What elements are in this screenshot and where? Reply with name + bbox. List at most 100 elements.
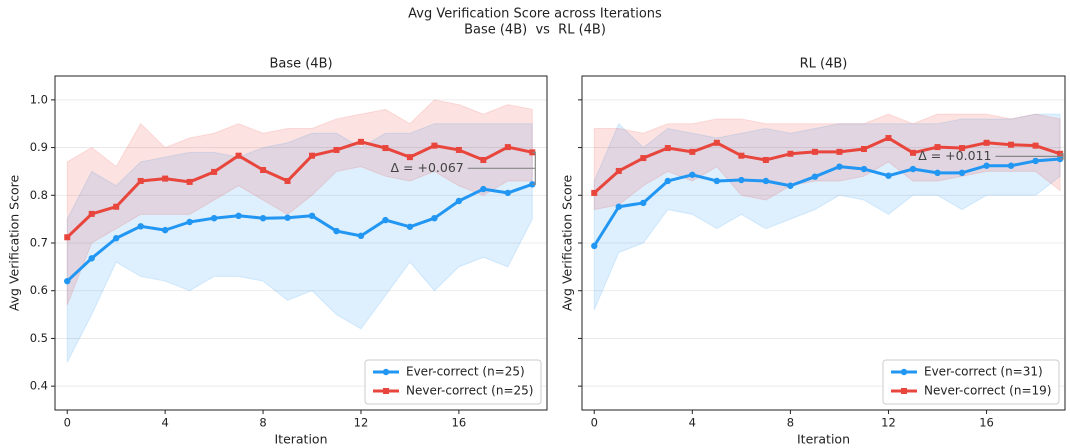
y-axis-label: Avg Verification Score — [7, 175, 22, 312]
marker — [787, 150, 794, 157]
legend-marker — [901, 388, 907, 394]
marker — [112, 235, 120, 242]
marker — [713, 139, 720, 146]
marker — [664, 177, 672, 185]
marker — [88, 210, 95, 217]
marker — [382, 216, 389, 224]
figure-subtitle: Base (4B) vs RL (4B) — [464, 23, 606, 38]
marker — [983, 139, 990, 146]
figure-title: Avg Verification Score across Iterations — [408, 7, 662, 22]
x-axis-label: Iteration — [274, 432, 327, 447]
legend-box — [364, 359, 542, 405]
marker — [640, 199, 647, 207]
legend-label: Ever-correct (n=25) — [406, 365, 525, 379]
marker — [333, 146, 340, 153]
y-tick-label: 1.0 — [30, 92, 48, 106]
x-tick-label: 8 — [787, 416, 794, 430]
marker — [762, 156, 769, 163]
series-line — [593, 136, 1061, 195]
axes-frame — [581, 75, 1066, 411]
x-tick-label: 8 — [259, 416, 266, 430]
annotation: Δ = +0.067 — [391, 160, 464, 175]
plot-area — [55, 99, 547, 387]
y-tick-label: 0.5 — [30, 331, 48, 345]
x-tick-label: 0 — [591, 416, 598, 430]
x-tick-label: 4 — [689, 416, 696, 430]
x-tick-label: 4 — [161, 416, 168, 430]
marker — [309, 152, 316, 159]
axes-frame — [54, 75, 548, 411]
legend-box — [882, 359, 1060, 405]
marker — [455, 146, 462, 153]
axes-title: Base (4B) — [269, 57, 332, 72]
legend-marker — [900, 368, 908, 376]
marker — [934, 169, 941, 177]
y-tick-label: 0.6 — [30, 283, 48, 297]
marker — [186, 178, 193, 185]
marker — [137, 177, 144, 184]
marker — [909, 165, 917, 173]
annotation: Δ = +0.011 — [918, 148, 991, 163]
marker — [406, 223, 414, 230]
marker — [431, 214, 438, 222]
series-line — [592, 157, 1061, 247]
marker — [664, 145, 671, 152]
marker — [1032, 157, 1039, 165]
marker — [211, 168, 218, 175]
marker — [235, 152, 242, 159]
plot-area — [582, 99, 1065, 387]
marker — [689, 171, 696, 178]
band — [66, 123, 533, 363]
y-tick-label: 0.9 — [30, 140, 48, 154]
marker — [885, 135, 892, 142]
legend-marker — [382, 368, 390, 376]
marker — [836, 148, 843, 155]
marker — [860, 146, 867, 153]
axes-title: RL (4B) — [800, 57, 848, 72]
panel: 0.4 0.5 0.6 0.7 0.8 0.9 1.0 0 4 8 12 16 Δ = +0.067 Ba… — [7, 57, 548, 447]
marker — [455, 197, 463, 205]
series-line — [66, 140, 533, 239]
marker — [186, 218, 193, 226]
y-tick-label: 0.4 — [30, 379, 48, 393]
annotation-bracket — [1060, 153, 1064, 160]
marker — [836, 163, 843, 170]
marker — [88, 255, 95, 262]
marker — [738, 152, 745, 159]
marker — [210, 214, 218, 222]
marker — [1007, 162, 1015, 169]
marker — [162, 175, 169, 182]
marker — [689, 148, 696, 155]
x-tick-label: 12 — [881, 416, 896, 430]
marker — [137, 223, 144, 230]
legend-label: Never-correct (n=19) — [924, 384, 1051, 398]
marker — [1008, 141, 1015, 148]
panel: 0 4 8 12 16 Δ = +0.011 RL (4B) Iteration Avg Ver… — [560, 57, 1066, 447]
marker — [591, 189, 598, 196]
marker — [113, 203, 120, 210]
marker — [615, 167, 622, 174]
legend-marker — [383, 388, 389, 394]
marker — [259, 214, 267, 222]
y-axis-label: Avg Verification Score — [560, 175, 575, 312]
marker — [235, 212, 242, 220]
y-tick-label: 0.8 — [30, 188, 48, 202]
marker — [983, 162, 990, 169]
x-tick-label: 16 — [979, 416, 994, 430]
marker — [284, 177, 291, 184]
marker — [333, 227, 340, 235]
marker — [811, 173, 819, 180]
marker — [615, 203, 622, 210]
marker — [909, 149, 916, 156]
marker — [480, 185, 487, 193]
band — [66, 99, 533, 306]
marker — [64, 234, 71, 241]
x-tick-label: 16 — [452, 416, 467, 430]
marker — [762, 177, 770, 185]
marker — [480, 156, 487, 163]
marker — [431, 142, 438, 149]
marker — [357, 232, 365, 240]
x-tick-label: 0 — [64, 416, 71, 430]
x-axis-label: Iteration — [797, 432, 850, 447]
